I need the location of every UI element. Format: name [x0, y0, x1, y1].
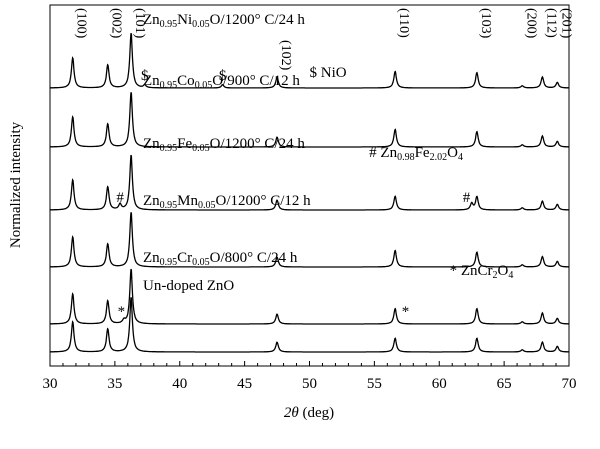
hkl-label-3: (102): [278, 40, 293, 71]
peak-marker-1: $: [219, 68, 227, 84]
x-tick-label-1: 35: [107, 376, 122, 392]
peak-marker-5: *: [402, 304, 410, 320]
x-axis-label-symbol: 2θ: [284, 405, 300, 421]
peak-marker-0: $: [141, 68, 149, 84]
series-line-5: [50, 297, 569, 353]
series-label-1: Zn0.95Co0.05O/900° C/12 h: [143, 73, 300, 91]
x-tick-label-8: 70: [562, 376, 577, 392]
series-line-3: [50, 212, 570, 268]
hkl-label-6: (200): [523, 8, 538, 39]
hkl-label-4: (110): [396, 8, 411, 38]
hkl-label-8: (201): [558, 8, 573, 39]
x-tick-label-6: 60: [432, 376, 447, 392]
hkl-label-5: (103): [478, 8, 493, 39]
x-tick-label-7: 65: [497, 376, 512, 392]
hkl-label-2: (101): [132, 8, 147, 39]
x-axis-label-unit: (deg): [302, 405, 334, 421]
x-axis: 30 35 40 45 50 55 60 65 70: [43, 361, 577, 392]
hkl-label-1: (002): [109, 8, 124, 39]
series-line-0: [50, 32, 570, 89]
phase-annotation-1: # Zn0.98Fe2.02O4: [369, 145, 463, 163]
x-tick-label-2: 40: [172, 376, 187, 392]
y-axis-label: Normalized intensity: [8, 121, 24, 248]
series-label-3: Zn0.95Mn0.05O/1200° C/12 h: [143, 193, 311, 211]
plot-area: Zn0.95Ni0.05O/1200° C/24 h Zn0.95Co0.05O/…: [50, 8, 573, 353]
series-line-4: [50, 268, 570, 325]
series-label-5: Un-doped ZnO: [143, 278, 234, 294]
series-label-0: Zn0.95Ni0.05O/1200° C/24 h: [143, 12, 305, 30]
series-line-2: [50, 154, 569, 211]
x-tick-label-5: 55: [367, 376, 382, 392]
x-tick-label-0: 30: [43, 376, 58, 392]
x-tick-label-3: 45: [237, 376, 252, 392]
peak-marker-4: *: [118, 304, 126, 320]
x-axis-label: 2θ (deg): [284, 405, 334, 421]
hkl-label-0: (100): [74, 8, 89, 39]
hkl-label-7: (112): [543, 8, 558, 38]
series-label-2: Zn0.95Fe0.05O/1200° C/24 h: [143, 136, 305, 154]
peak-marker-3: #: [463, 190, 471, 206]
series-label-4: Zn0.95Cr0.05O/800° C/24 h: [143, 250, 298, 268]
x-tick-label-4: 50: [302, 376, 317, 392]
phase-annotation-0: $ NiO: [310, 65, 347, 81]
peak-marker-2: #: [116, 190, 124, 206]
series-line-1: [50, 92, 570, 148]
phase-annotation-2: * ZnCr2O4: [450, 263, 514, 281]
